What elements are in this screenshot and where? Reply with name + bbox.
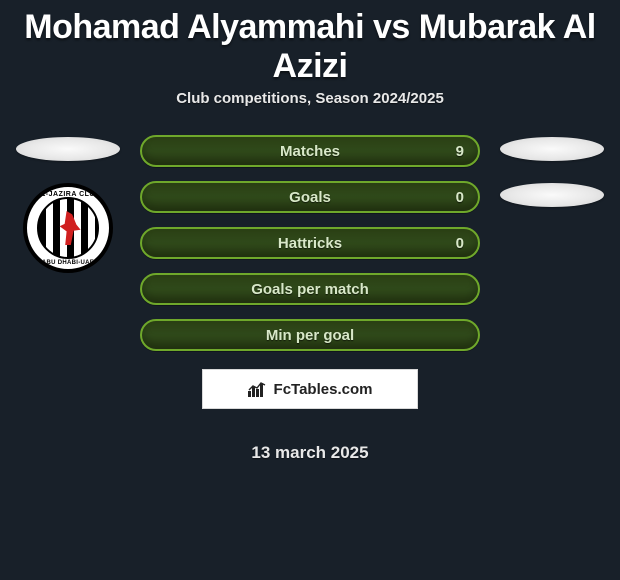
stat-label: Min per goal	[266, 327, 354, 344]
right-player-column	[492, 135, 612, 207]
club-badge-al-jazira: AL-JAZIRA CLUB ABU DHABI-UAE	[23, 183, 113, 273]
bar-chart-icon	[248, 381, 268, 397]
stat-value-right: 0	[456, 189, 464, 206]
club-badge-figure	[54, 211, 82, 245]
left-player-column: AL-JAZIRA CLUB ABU DHABI-UAE	[8, 135, 128, 273]
stat-row-goals-per-match: Goals per match	[140, 273, 480, 305]
club-placeholder-ellipse	[500, 183, 604, 207]
stat-label: Goals per match	[251, 281, 369, 298]
brand-text: FcTables.com	[274, 381, 373, 398]
page-title: Mohamad Alyammahi vs Mubarak Al Azizi	[0, 0, 620, 90]
club-badge-bottom-text: ABU DHABI-UAE	[27, 260, 109, 266]
club-badge-stripes	[37, 197, 99, 259]
player-placeholder-ellipse	[500, 137, 604, 161]
stat-row-matches: Matches 9	[140, 135, 480, 167]
page-subtitle: Club competitions, Season 2024/2025	[0, 90, 620, 107]
stat-value-right: 9	[456, 143, 464, 160]
content-row: AL-JAZIRA CLUB ABU DHABI-UAE Matches 9 G…	[0, 135, 620, 463]
stat-label: Goals	[289, 189, 331, 206]
stats-column: Matches 9 Goals 0 Hattricks 0 Goals per …	[128, 135, 492, 463]
stat-row-goals: Goals 0	[140, 181, 480, 213]
stat-value-right: 0	[456, 235, 464, 252]
brand-link[interactable]: FcTables.com	[202, 369, 418, 409]
stat-row-min-per-goal: Min per goal	[140, 319, 480, 351]
comparison-date: 13 march 2025	[134, 443, 486, 463]
comparison-card: Mohamad Alyammahi vs Mubarak Al Azizi Cl…	[0, 0, 620, 463]
stat-row-hattricks: Hattricks 0	[140, 227, 480, 259]
stat-label: Matches	[280, 143, 340, 160]
stat-label: Hattricks	[278, 235, 342, 252]
player-placeholder-ellipse	[16, 137, 120, 161]
